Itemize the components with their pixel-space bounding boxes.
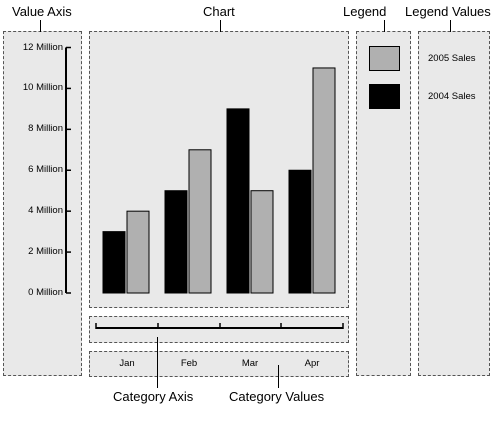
- category-values-leader: [278, 365, 279, 388]
- legend-values-leader: [450, 20, 451, 32]
- legend-region: [356, 31, 411, 376]
- legend-value-2005-sales: 2005 Sales: [428, 53, 476, 64]
- legend-value-2004-sales: 2004 Sales: [428, 91, 476, 102]
- value-axis-tick-label: 8 Million: [28, 123, 63, 135]
- value-axis-labels: 0 Million 2 Million 4 Million 6 Million 8 Mi…: [0, 0, 63, 426]
- value-axis-tick-label: 12 Million: [22, 41, 63, 53]
- chart-leader: [220, 20, 221, 32]
- value-axis-callout: Value Axis: [12, 4, 72, 19]
- legend-swatch-2005-sales: [369, 46, 400, 71]
- bar-jan-2004-sales: [102, 231, 126, 294]
- category-values-callout: Category Values: [229, 389, 325, 404]
- legend-values-region: [418, 31, 490, 376]
- value-axis-leader: [40, 20, 41, 32]
- legend-leader: [384, 20, 385, 32]
- category-values-region: [89, 351, 349, 377]
- value-axis-tick-label: 0 Million: [28, 287, 63, 298]
- chart-callout: Chart: [203, 4, 235, 19]
- value-axis-tick-label: 4 Million: [28, 205, 63, 217]
- legend-callout: Legend: [343, 4, 387, 19]
- category-axis-leader: [157, 337, 158, 388]
- legend-values-callout: Legend Values: [405, 4, 491, 19]
- category-value-label: Feb: [180, 358, 198, 369]
- bar-mar-2004-sales: [226, 108, 250, 294]
- category-axis-region: [89, 316, 349, 343]
- category-value-label: Jan: [119, 358, 135, 369]
- value-axis-tick-label: 10 Million: [22, 82, 63, 94]
- bar-mar-2005-sales: [250, 190, 274, 294]
- bar-apr-2005-sales: [312, 67, 336, 294]
- bar-apr-2004-sales: [288, 169, 312, 294]
- category-value-label: Mar: [241, 358, 259, 369]
- category-value-label: Apr: [304, 358, 320, 369]
- category-axis-callout: Category Axis: [113, 389, 194, 404]
- bar-feb-2004-sales: [164, 190, 188, 294]
- bar-jan-2005-sales: [126, 210, 150, 294]
- value-axis-tick-label: 6 Million: [28, 164, 63, 176]
- legend-swatch-2004-sales: [369, 84, 400, 109]
- bar-feb-2005-sales: [188, 149, 212, 294]
- value-axis-tick-label: 2 Million: [28, 246, 63, 258]
